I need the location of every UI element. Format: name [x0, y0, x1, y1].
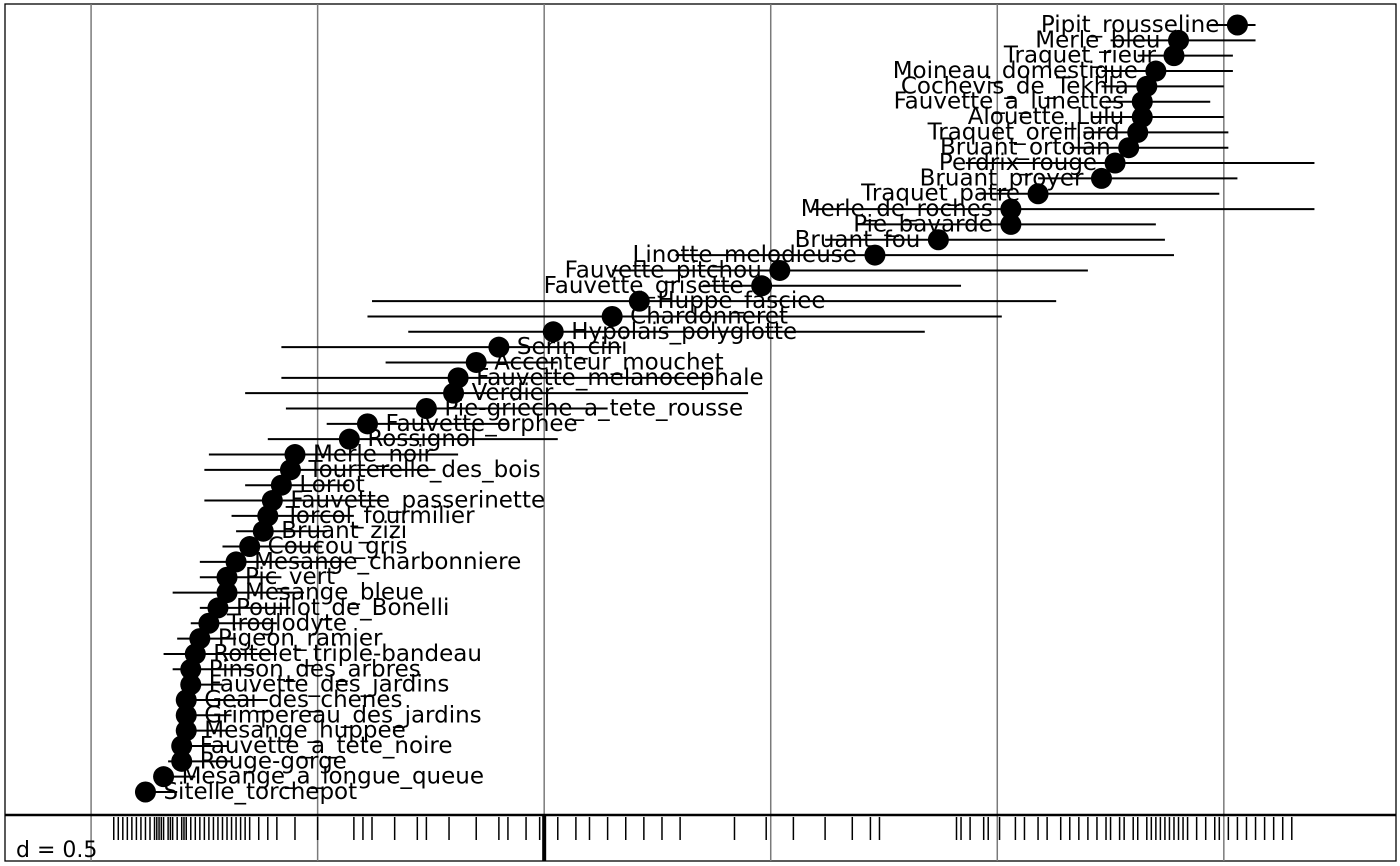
score-point	[465, 351, 487, 373]
species-label: Rossignol	[367, 426, 476, 452]
score-point	[198, 612, 220, 634]
species-label: Pinson_des_arbres	[209, 656, 421, 682]
species-label: Fauvette_grisette	[544, 273, 744, 299]
species-label: Traquet_patre	[860, 181, 1020, 207]
interval-layer	[140, 24, 1315, 793]
score-point	[175, 704, 197, 726]
score-point	[769, 259, 791, 281]
species-label: Fauvette_passerinette	[290, 488, 545, 514]
species-label: Bruant_ortolan	[940, 135, 1111, 161]
species-label: Torcol_fourmilier	[285, 503, 475, 529]
score-point	[1127, 121, 1149, 143]
species-label: Merle_noir	[313, 442, 434, 468]
species-label: Grimpereau_des_jardins	[204, 702, 481, 728]
species-label: Bruant_proyer	[920, 165, 1084, 191]
score-point	[175, 689, 197, 711]
score-point	[239, 536, 261, 558]
score-point	[207, 597, 229, 619]
score-point	[270, 474, 292, 496]
score-point	[1131, 91, 1153, 113]
species-label: Fauvette_pitchou	[565, 257, 762, 283]
score-point	[443, 382, 465, 404]
species-label: Cochevis_de_Tekhla	[901, 73, 1129, 99]
score-point	[542, 321, 564, 343]
score-point	[628, 290, 650, 312]
grid-layer	[90, 4, 1225, 861]
score-point	[225, 551, 247, 573]
score-point	[279, 459, 301, 481]
species-label: Pie_bavarde	[853, 211, 993, 237]
score-point	[1090, 167, 1112, 189]
species-label: Fauvette_a_lunettes	[894, 89, 1125, 115]
species-label: Fauvette_des_jardins	[209, 672, 450, 698]
score-point	[1118, 137, 1140, 159]
score-point	[927, 229, 949, 251]
score-point	[864, 244, 886, 266]
score-point	[153, 766, 175, 788]
score-point	[134, 781, 156, 803]
score-point	[1000, 213, 1022, 235]
score-point	[1163, 45, 1185, 67]
score-point	[252, 520, 274, 542]
score-point	[415, 398, 437, 419]
species-label: Pigeon_ramier	[218, 626, 383, 652]
score-point	[356, 413, 378, 435]
species-label: Perdrix_rouge	[939, 150, 1097, 176]
species-label: Rouge-gorge	[200, 748, 347, 774]
species-label: Roitelet_triple-bandeau	[213, 641, 482, 667]
species-label: Verdier	[472, 380, 554, 406]
label-layer: Pipit_rousselineMerle_bleuTraquet_rieurM…	[163, 12, 1219, 805]
species-label: Merle_de_roches	[801, 196, 993, 222]
score-point	[338, 428, 360, 450]
species-label: Merle_bleu	[1035, 27, 1160, 53]
species-label: Serin_cini	[517, 334, 628, 360]
species-label: Mesange_a_longue_queue	[182, 764, 484, 790]
species-label: Bruant_fou	[795, 227, 921, 253]
species-label: Tourterelle_des_bois	[307, 457, 540, 483]
species-label: Linotte_melodieuse	[633, 242, 857, 268]
score-point	[171, 735, 193, 757]
species-label: Accenteur_mouchet	[494, 349, 724, 375]
species-label: Troglodyte	[226, 610, 347, 636]
score-point	[1226, 14, 1248, 36]
score-point	[1027, 183, 1049, 205]
rug-layer	[112, 815, 1293, 861]
species-label: Bruant_zizi	[281, 518, 407, 544]
score-point	[601, 305, 623, 327]
score-point	[1145, 60, 1167, 82]
species-label: Pouillot_de_Bonelli	[236, 595, 449, 621]
species-label: Mesange_charbonniere	[254, 549, 521, 575]
species-label: Sitelle_torchepot	[163, 779, 357, 805]
species-label: Hypolais_polyglotte	[571, 319, 797, 345]
species-label: Mesange_bleue	[245, 580, 424, 606]
species-label: Coucou_gris	[268, 534, 408, 560]
species-label: Fauvette_orphee	[385, 411, 577, 437]
species-label: Fauvette_melanocephale	[476, 365, 764, 391]
score-point	[216, 582, 238, 604]
species-label: Pipit_rousseline	[1041, 12, 1220, 38]
species-label: Chardonneret	[630, 303, 788, 329]
score-point	[171, 750, 193, 772]
score-point	[180, 658, 202, 680]
species-label: Pie-grieche_a_tete_rousse	[444, 396, 743, 422]
species-label: Huppe_fasciee	[657, 288, 825, 314]
species-label: Fauvette_a_tete_noire	[200, 733, 453, 759]
scale-label: d = 0.5	[16, 838, 97, 863]
score-point	[751, 275, 773, 297]
score-point	[216, 566, 238, 588]
score-point	[1000, 198, 1022, 220]
species-label: Mesange_huppee	[204, 718, 406, 744]
point-layer	[134, 14, 1248, 803]
species-label: Pic_vert	[245, 564, 335, 590]
species-label: Alouette_Lulu	[968, 104, 1125, 130]
score-point	[488, 336, 510, 358]
species-label: Moineau_domestique	[893, 58, 1138, 84]
species-label: Geai_des_chenes	[204, 687, 402, 713]
species-label: Traquet_oreillard	[927, 119, 1120, 145]
species-label: Traquet_rieur	[1003, 43, 1157, 69]
score-point	[1104, 152, 1126, 174]
species-label: Loriot	[299, 472, 364, 498]
